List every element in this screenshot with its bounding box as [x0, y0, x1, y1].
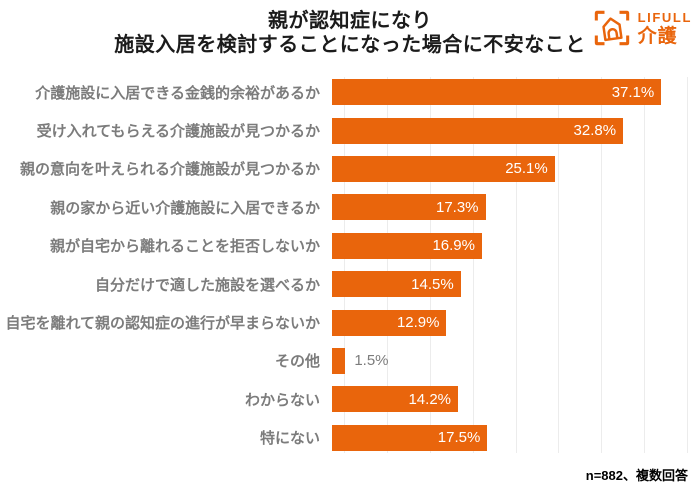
bar-track: 16.9% [332, 232, 687, 259]
bar-track: 37.1% [332, 79, 687, 106]
gridline [386, 77, 388, 453]
bar-chart: 介護施設に入居できる金銭的余裕があるか 37.1% 受け入れてもらえる介護施設が見つ… [0, 73, 700, 457]
logo-service: 介護 [637, 25, 678, 47]
bar: 17.5% [332, 424, 488, 451]
gridline [472, 77, 474, 453]
bar-track: 17.3% [332, 194, 687, 221]
lifull-house-icon [594, 10, 629, 46]
chart-title: 親が認知症になり 施設入居を検討することになった場合に不安なこと [0, 9, 700, 57]
gridline [644, 77, 646, 453]
bar-row: 介護施設に入居できる金銭的余裕があるか 37.1% [0, 73, 687, 111]
bar-row: 自分だけで適した施設を選べるか 14.5% [0, 265, 687, 303]
category-label: 介護施設に入居できる金銭的余裕があるか [35, 84, 320, 102]
bar-rows: 介護施設に入居できる金銭的余裕があるか 37.1% 受け入れてもらえる介護施設が見つ… [0, 73, 687, 457]
value-label: 17.5% [437, 429, 481, 447]
gridline [687, 77, 688, 453]
category-label: わからない [244, 391, 320, 409]
lifull-kaigo-logo: LIFULL 介護 [593, 9, 692, 47]
value-label: 17.3% [435, 198, 479, 216]
bar: 37.1% [332, 79, 662, 106]
category-label: 特にない [259, 430, 320, 448]
gridlines [344, 77, 688, 453]
bar: 17.3% [332, 194, 486, 221]
value-label: 16.9% [432, 237, 475, 255]
logo-text: LIFULL 介護 [638, 11, 692, 46]
category-label: 親の家から近い介護施設に入居できるか [50, 199, 320, 217]
bar-row: 親が自宅から離れることを拒否しないか 16.9% [0, 227, 687, 265]
bar-row: 自宅を離れて親の認知症の進行が早まらないか 12.9% [0, 303, 687, 341]
category-label: その他 [274, 353, 320, 371]
logo-brand: LIFULL [637, 9, 692, 25]
bar: 14.5% [332, 271, 461, 298]
category-label: 親の意向を叶えられる介護施設が見つかるか [19, 161, 320, 179]
bar-track: 14.5% [332, 271, 687, 298]
category-label: 自分だけで適した施設を選べるか [94, 276, 320, 294]
bar-track: 12.9% [332, 309, 687, 336]
value-label: 37.1% [611, 83, 655, 101]
bar: 14.2% [332, 386, 459, 413]
value-label: 1.5% [354, 352, 389, 370]
bar-track: 1.5% [332, 347, 687, 374]
category-label: 親が自宅から離れることを拒否しないか [49, 238, 320, 256]
bar: 25.1% [332, 155, 555, 182]
gridline [344, 77, 345, 453]
bar-track: 25.1% [332, 155, 687, 182]
bar-row: 特にない 17.5% [0, 419, 687, 457]
gridline [558, 77, 560, 453]
header: 親が認知症になり 施設入居を検討することになった場合に不安なこと LIFULL … [0, 0, 700, 57]
bar-row: 親の家から近い介護施設に入居できるか 17.3% [0, 188, 687, 226]
value-label: 32.8% [573, 122, 617, 140]
bar-row: わからない 14.2% [0, 380, 687, 418]
bar: 12.9% [332, 309, 447, 336]
gridline [601, 77, 603, 453]
bar-row: 親の意向を叶えられる介護施設が見つかるか 25.1% [0, 150, 687, 188]
gridline [515, 77, 517, 453]
gridline [429, 77, 431, 453]
value-label: 12.9% [396, 314, 440, 332]
sample-note: n=882、複数回答 [585, 467, 688, 483]
value-label: 14.2% [408, 390, 452, 408]
value-label: 25.1% [505, 160, 548, 178]
bar-row: 受け入れてもらえる介護施設が見つかるか 32.8% [0, 111, 687, 149]
bar-track: 17.5% [332, 424, 687, 451]
bar-track: 14.2% [332, 386, 687, 413]
chart-title-line1: 親が認知症になり [268, 10, 432, 32]
bar-row: その他 1.5% [0, 342, 687, 380]
category-label: 受け入れてもらえる介護施設が見つかるか [36, 123, 320, 141]
bar [332, 347, 346, 374]
chart-title-line2: 施設入居を検討することになった場合に不安なこと [114, 34, 586, 56]
bar: 16.9% [332, 232, 482, 259]
category-label: 自宅を離れて親の認知症の進行が早まらないか [5, 315, 320, 333]
bar: 32.8% [332, 117, 624, 144]
bar-track: 32.8% [332, 117, 687, 144]
value-label: 14.5% [411, 275, 454, 293]
